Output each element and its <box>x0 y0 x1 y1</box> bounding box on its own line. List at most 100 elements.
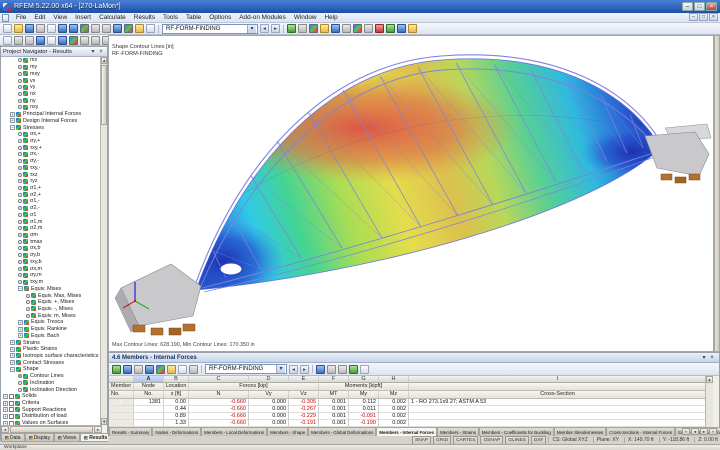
zoom-window-icon[interactable] <box>91 24 100 33</box>
table-view-icon[interactable] <box>178 364 187 374</box>
radio-icon[interactable] <box>9 420 14 425</box>
zoom-in-icon[interactable] <box>102 24 111 33</box>
radio-icon[interactable] <box>18 199 22 204</box>
tabs-next-icon[interactable]: ▸ <box>700 428 708 435</box>
navigator-tab[interactable]: Results <box>80 434 112 442</box>
navigator-tab[interactable]: Display <box>24 434 54 442</box>
navigator-tree-item[interactable]: + Principal Internal Forces <box>10 111 82 118</box>
expand-icon[interactable]: + <box>10 111 15 117</box>
render-mode-icon[interactable] <box>113 24 122 33</box>
load-case-combo[interactable]: RF-FORM-FINDING <box>162 23 258 34</box>
radio-icon[interactable] <box>18 259 22 264</box>
radio-icon[interactable] <box>9 393 14 399</box>
table-next-case-icon[interactable] <box>300 364 309 374</box>
radio-icon[interactable] <box>18 71 22 76</box>
next-case-icon[interactable] <box>271 24 280 33</box>
navigator-hscrollbar[interactable]: ◂ ▸ <box>1 425 102 433</box>
table-filter-icon[interactable] <box>145 364 154 374</box>
child-restore-icon[interactable] <box>699 13 708 21</box>
radio-icon[interactable] <box>18 186 22 191</box>
navigator-tree-item[interactable]: τxy,b <box>1 259 101 266</box>
maximize-icon[interactable] <box>694 2 705 11</box>
navigator-tree-item[interactable]: + Strains <box>10 339 40 346</box>
navigator-tree-item[interactable]: σy,m <box>1 272 101 279</box>
print-graphic-icon[interactable] <box>342 24 351 33</box>
radio-icon[interactable] <box>26 300 30 305</box>
block-icon[interactable] <box>375 24 384 33</box>
navigator-tree-item[interactable]: Inclination Direction <box>1 386 101 393</box>
navigator-tree-item[interactable]: − Shape <box>10 366 39 373</box>
expand-icon[interactable]: − <box>18 286 23 292</box>
navigator-tree-item[interactable]: Equiv. +, Mises <box>1 299 101 306</box>
radio-icon[interactable] <box>26 293 30 298</box>
select-icon[interactable] <box>3 35 12 45</box>
navigator-tree-item[interactable]: + Plastic Strains <box>10 346 58 353</box>
viewport-scrollbar[interactable] <box>714 35 720 352</box>
radio-icon[interactable] <box>18 152 22 157</box>
navigator-tree-item[interactable]: mx <box>1 57 101 64</box>
loads-icon[interactable] <box>135 24 144 33</box>
radio-icon[interactable] <box>18 78 22 83</box>
previous-view-icon[interactable] <box>36 35 45 45</box>
navigator-tree-item[interactable]: σ1,m <box>1 218 101 225</box>
table-sort-icon[interactable] <box>134 364 143 374</box>
radio-icon[interactable] <box>18 172 22 177</box>
navigator-tree-item[interactable]: σ2,- <box>1 205 101 212</box>
previous-case-icon[interactable] <box>260 24 269 33</box>
navigator-tree-item[interactable]: σy,- <box>1 158 101 165</box>
radio-icon[interactable] <box>18 179 22 184</box>
navigator-close-icon[interactable]: × <box>99 48 103 55</box>
rotate-view-icon[interactable] <box>58 35 67 45</box>
undo-icon[interactable] <box>58 24 67 33</box>
zoom-region-icon[interactable] <box>25 35 34 45</box>
navigator-tree-item[interactable]: τyz <box>1 178 101 185</box>
expand-icon[interactable]: + <box>3 400 8 406</box>
expand-icon[interactable]: − <box>10 125 15 131</box>
radio-icon[interactable] <box>18 159 22 164</box>
expand-icon[interactable]: + <box>10 353 15 359</box>
navigator-tree-item[interactable]: σ1 <box>1 212 101 219</box>
navigator-tree-item[interactable]: Equiv. -, Mises <box>1 306 101 313</box>
radio-icon[interactable] <box>26 306 30 311</box>
show-results-icon[interactable] <box>124 24 133 33</box>
radio-icon[interactable] <box>18 239 22 244</box>
zoom-all-icon[interactable] <box>14 35 23 45</box>
navigator-tree-item[interactable]: + Equiv. Bach <box>18 332 60 339</box>
radio-icon[interactable] <box>18 192 22 197</box>
navigator-tree-item[interactable]: σy,b <box>1 252 101 259</box>
result-filter-icon[interactable] <box>156 364 165 374</box>
copy-icon[interactable] <box>47 24 56 33</box>
navigator-tree-item[interactable]: − Stresses <box>10 124 44 131</box>
radio-icon[interactable] <box>18 387 22 392</box>
expand-icon[interactable]: + <box>18 333 23 339</box>
redo-icon[interactable] <box>69 24 78 33</box>
navigator-tree-item[interactable]: τxz <box>1 171 101 178</box>
radio-icon[interactable] <box>18 165 22 170</box>
radio-icon[interactable] <box>18 145 22 150</box>
expand-icon[interactable]: + <box>18 326 23 332</box>
configuration-icon[interactable] <box>364 24 373 33</box>
expand-icon[interactable]: + <box>3 393 8 399</box>
new-file-icon[interactable] <box>3 24 12 33</box>
expand-icon[interactable]: + <box>10 346 15 352</box>
navigator-tree-item[interactable]: σm <box>1 232 101 239</box>
menu-item[interactable]: Calculate <box>99 13 126 21</box>
radio-icon[interactable] <box>26 313 30 318</box>
radio-icon[interactable] <box>18 233 22 238</box>
scroll-up-icon[interactable]: ▲ <box>101 57 107 64</box>
radio-icon[interactable] <box>18 253 22 258</box>
navigator-tab[interactable]: Data <box>1 434 25 442</box>
navigator-tree-item[interactable]: mxy <box>1 70 101 77</box>
sync-selection-icon[interactable] <box>327 364 336 374</box>
radio-icon[interactable] <box>18 380 22 385</box>
radio-icon[interactable] <box>18 280 22 285</box>
view-in-x-icon[interactable] <box>80 35 89 45</box>
table-previous-case-icon[interactable] <box>289 364 298 374</box>
isometric-view-icon[interactable] <box>69 35 78 45</box>
menu-item[interactable]: Edit <box>34 13 46 21</box>
print-icon[interactable] <box>36 24 45 33</box>
radio-icon[interactable] <box>18 65 22 70</box>
check-icon[interactable] <box>298 24 307 33</box>
navigator-tree-item[interactable]: τxy,- <box>1 165 101 172</box>
expand-icon[interactable]: + <box>10 360 15 366</box>
